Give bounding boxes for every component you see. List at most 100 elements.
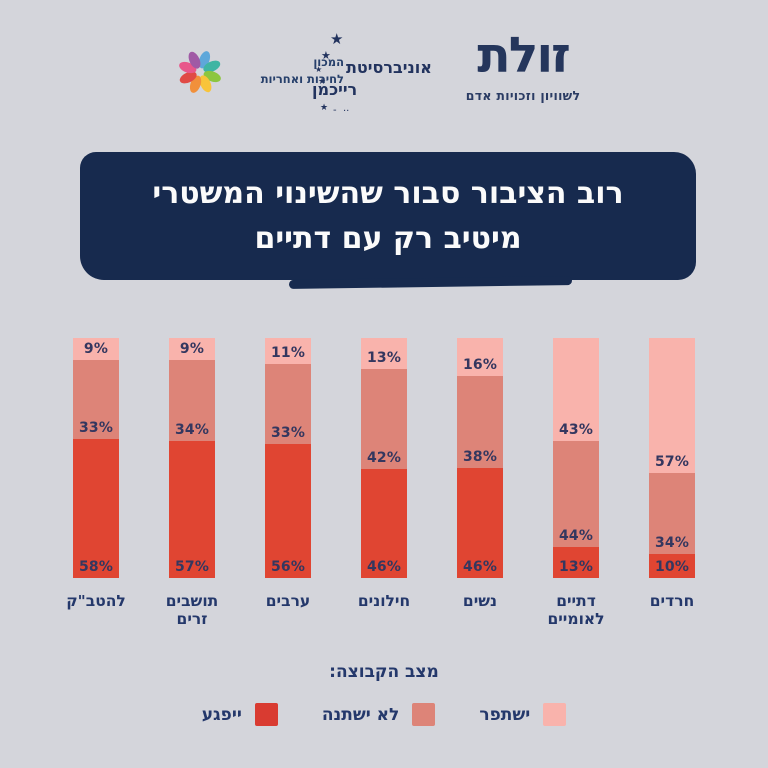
institute-logo-text: המכון לחירות ואחריות — [226, 54, 344, 88]
bar-value-label: 9% — [179, 340, 205, 357]
bar-column: 11% 33% 56% ערבים — [240, 338, 336, 628]
institute-name-line2: לחירות ואחריות — [260, 72, 344, 86]
bar-value-label: 56% — [270, 558, 306, 575]
dots-icon: .. — [343, 103, 350, 114]
bar-segment: 44% — [553, 441, 599, 547]
bar-value-label: 11% — [270, 345, 306, 362]
zulat-wordmark: זולת — [477, 27, 571, 84]
bar-segment: 57% — [169, 441, 215, 578]
bar-column: 16% 38% 46% נשים — [432, 338, 528, 628]
legend-label: ישתפר — [479, 704, 531, 725]
university-logo: ★ ★ ★ ★ ★ - .. אוניברסיטת רייכמן — [300, 28, 440, 133]
stacked-bar: 11% 33% 56% — [265, 338, 311, 578]
bar-segment: 9% — [73, 338, 119, 360]
stacked-bar: 9% 34% 57% — [169, 338, 215, 578]
title-banner: רוב הציבור סבור שהשינוי המשטרי מיטיב רק … — [80, 152, 696, 280]
petal-shape — [203, 60, 221, 73]
legend-item: ישתפר — [479, 703, 567, 726]
bar-segment: 33% — [73, 359, 119, 439]
bar-category-label: נשים — [462, 592, 498, 610]
bar-value-label: 42% — [366, 449, 402, 466]
pinwheel-flower-icon — [179, 51, 221, 93]
bar-value-label: 57% — [174, 558, 210, 575]
bar-segment: 43% — [553, 338, 599, 442]
petal-shape — [179, 71, 197, 84]
bar-category-label: להטב"ק — [66, 592, 126, 610]
bar-value-label: 33% — [78, 419, 114, 436]
bar-value-label: 34% — [654, 535, 690, 552]
header-logos: המכון לחירות ואחריות ★ ★ ★ ★ ★ - .. אוני… — [0, 0, 768, 145]
bar-segment: 16% — [457, 338, 503, 377]
bar-value-label: 43% — [558, 422, 594, 439]
bar-segment: 46% — [361, 468, 407, 578]
legend-item: לא ישתנה — [321, 703, 436, 726]
bar-category-label: ערבים — [265, 592, 311, 610]
bar-value-label: 10% — [654, 558, 690, 575]
bar-segment: 33% — [265, 364, 311, 444]
bar-value-label: 46% — [462, 558, 498, 575]
bar-value-label: 57% — [654, 454, 690, 471]
bar-category-label: דתיים לאומיים — [547, 592, 605, 628]
bar-value-label: 38% — [462, 448, 498, 465]
zulat-logo: זולת לשוויון וזכויות אדם — [448, 26, 598, 103]
bar-segment: 46% — [457, 467, 503, 578]
stacked-bar: 43% 44% 13% — [553, 338, 599, 578]
star-icon: ★ — [320, 103, 329, 113]
bar-segment: 58% — [73, 438, 119, 578]
legend: ישתפר לא ישתנה ייפגע — [0, 703, 768, 726]
bar-value-label: 33% — [270, 424, 306, 441]
bar-column: 9% 33% 58% להטב"ק — [48, 338, 144, 628]
star-icon: ★ — [318, 77, 327, 87]
bar-segment: 56% — [265, 443, 311, 578]
bar-value-label: 16% — [462, 357, 498, 374]
university-name-line1: אוניברסיטת — [346, 58, 432, 77]
bar-column: 57% 34% 10% חרדים — [624, 338, 720, 628]
stacked-bar: 9% 33% 58% — [73, 338, 119, 578]
bar-value-label: 13% — [558, 558, 594, 575]
bar-segment: 38% — [457, 376, 503, 468]
star-icon: ★ — [321, 49, 331, 62]
bar-segment: 34% — [649, 473, 695, 555]
legend-label: לא ישתנה — [321, 704, 400, 725]
stacked-bar: 16% 38% 46% — [457, 338, 503, 578]
stacked-bar: 57% 34% 10% — [649, 338, 695, 578]
title-line2: מיטיב רק עם דתיים — [254, 221, 522, 256]
bar-segment: 57% — [649, 338, 695, 474]
bar-value-label: 34% — [174, 422, 210, 439]
bar-segment: 13% — [553, 546, 599, 578]
petal-shape — [199, 75, 212, 93]
bar-category-label: חילונים — [357, 592, 411, 610]
bar-segment: 34% — [169, 359, 215, 442]
chart: 9% 33% 58% להטב"ק 9% 34% 57% תושבים זרים 11% 33% 5… — [48, 338, 720, 628]
legend-swatch — [254, 703, 278, 726]
bar-column: 43% 44% 13% דתיים לאומיים — [528, 338, 624, 628]
bar-column: 13% 42% 46% חילונים — [336, 338, 432, 628]
bar-value-label: 9% — [83, 340, 109, 357]
star-icon: ★ — [315, 65, 323, 74]
bar-value-label: 13% — [366, 349, 402, 366]
bar-category-label: חרדים — [649, 592, 695, 610]
bar-segment: 42% — [361, 368, 407, 469]
stacked-bar: 13% 42% 46% — [361, 338, 407, 578]
bar-value-label: 58% — [78, 558, 114, 575]
legend-swatch — [412, 703, 436, 726]
star-icon: ★ — [330, 30, 344, 48]
dash-icon: - — [333, 105, 337, 116]
petal-shape — [188, 51, 201, 69]
bar-segment: 10% — [649, 554, 695, 578]
university-name-line2: רייכמן — [312, 80, 358, 99]
bar-column: 9% 34% 57% תושבים זרים — [144, 338, 240, 628]
bar-segment: 11% — [265, 338, 311, 365]
bar-value-label: 44% — [558, 527, 594, 544]
bar-value-label: 46% — [366, 558, 402, 575]
title-line1: רוב הציבור סבור שהשינוי המשטרי — [152, 176, 624, 211]
legend-swatch — [543, 703, 567, 726]
legend-title: מצב הקבוצה: — [329, 662, 439, 682]
legend-label: ייפגע — [201, 704, 242, 725]
bar-category-label: תושבים זרים — [165, 592, 219, 628]
legend-item: ייפגע — [202, 703, 278, 726]
zulat-tagline: לשוויון וזכויות אדם — [465, 88, 581, 103]
institute-name-line1: המכון — [313, 55, 344, 69]
bar-segment: 9% — [169, 338, 215, 360]
